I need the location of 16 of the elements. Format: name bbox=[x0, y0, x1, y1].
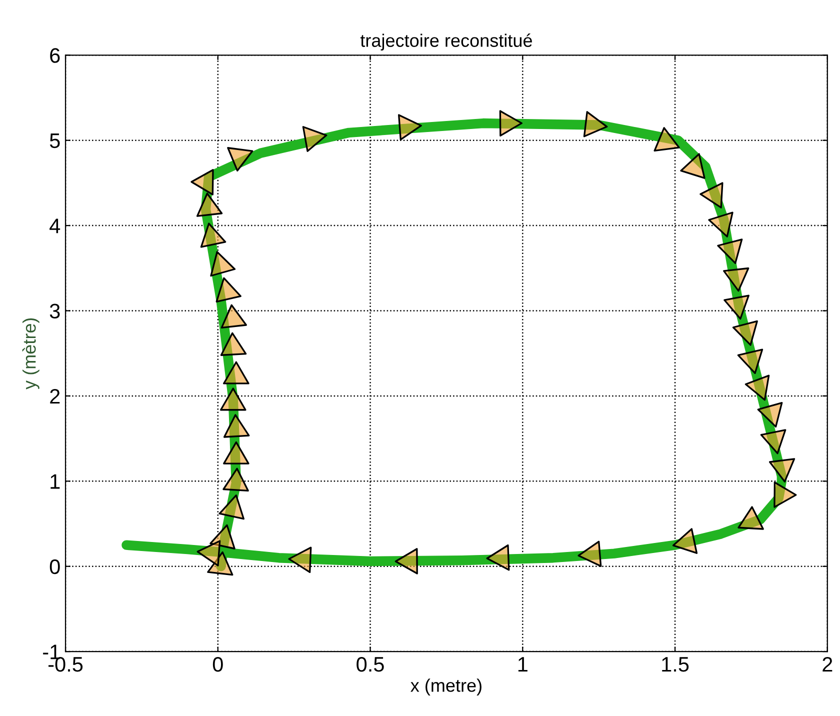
x-tick-label: -0.5 bbox=[48, 656, 83, 672]
chart-title: trajectoire reconstitué bbox=[360, 34, 532, 51]
x-tick-label: 0.5 bbox=[356, 656, 384, 672]
y-tick-label: 3 bbox=[50, 304, 60, 318]
y-tick-label: 0 bbox=[50, 559, 60, 574]
y-tick-label: 1 bbox=[50, 474, 60, 489]
x-axis-title: x (metre) bbox=[410, 678, 482, 696]
y-tick-label: 6 bbox=[50, 48, 60, 63]
x-tick-label: 1.5 bbox=[662, 657, 689, 672]
y-tick-label: 5 bbox=[50, 134, 60, 148]
x-tick-label: 0 bbox=[212, 656, 223, 672]
y-tick-label: 2 bbox=[50, 388, 60, 404]
x-tick-label: 1 bbox=[518, 657, 528, 672]
y-axis-title: y (mètre) bbox=[22, 318, 40, 390]
y-tick-label: 4 bbox=[50, 218, 60, 234]
x-tick-label: 2 bbox=[822, 656, 832, 672]
